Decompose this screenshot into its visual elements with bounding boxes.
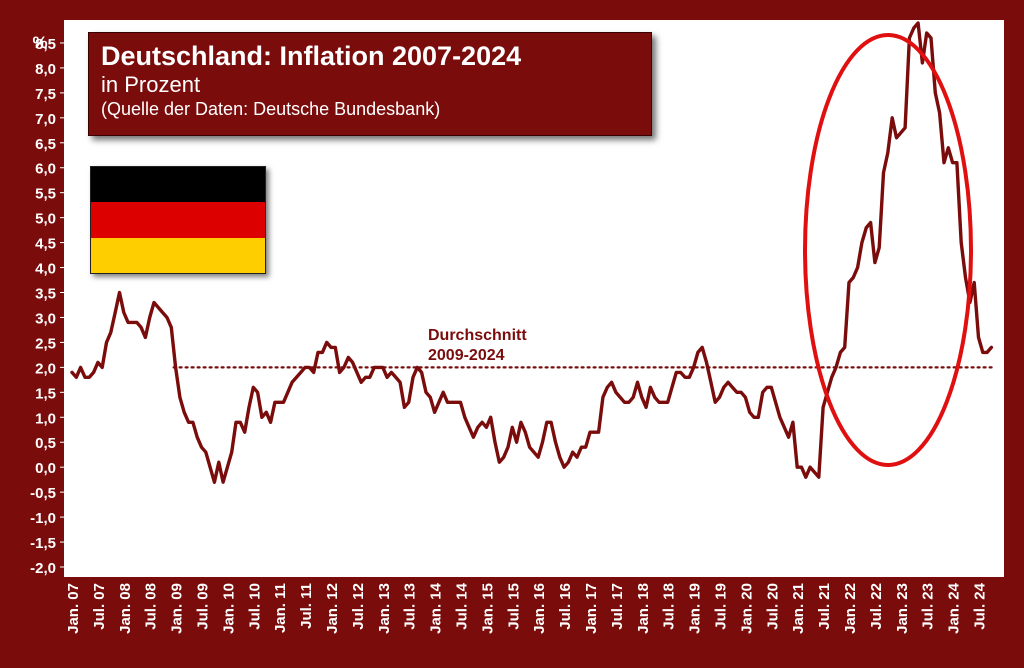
x-tick-label: Jul. 07 [91, 583, 108, 630]
y-tick-label: 8,0 [35, 61, 56, 78]
y-tick-label: 5,5 [35, 186, 56, 203]
x-tick-label: Jul. 15 [505, 583, 522, 630]
x-tick-label: Jul. 18 [661, 583, 678, 630]
chart-source: (Quelle der Daten: Deutsche Bundesbank) [101, 99, 441, 119]
x-tick-label: Jan. 23 [894, 583, 911, 634]
x-tick-label: Jan. 22 [842, 583, 859, 634]
x-tick-label: Jul. 20 [764, 583, 781, 630]
y-tick-label: 4,0 [35, 261, 56, 278]
y-axis-ticks: -2,0 -1,5 -1,0 -0,5 0,0 0,5 1,0 1,5 2,0 2,5 3,0 3,5… [30, 36, 64, 577]
y-axis-unit: % [32, 33, 47, 52]
average-label-line1: Durchschnitt [428, 327, 527, 344]
x-axis-ticks: Jan. 07 Jul. 07 Jan. 08 Jul. 08 Jan. 09 Jul. … [65, 582, 989, 634]
x-tick-label: Jul. 11 [298, 583, 315, 629]
y-tick-label: 5,0 [35, 211, 56, 228]
y-tick-label: -1,0 [30, 510, 56, 527]
x-tick-label: Jul. 10 [246, 583, 263, 630]
flag-stripe-black [91, 167, 265, 203]
x-tick-label: Jul. 09 [195, 583, 212, 630]
y-tick-label: -2,0 [30, 560, 56, 577]
x-tick-label: Jan. 19 [687, 583, 704, 634]
title-box: Deutschland: Inflation 2007-2024 in Proz… [88, 32, 652, 136]
y-tick-label: 3,0 [35, 310, 56, 327]
x-tick-label: Jan. 07 [65, 583, 82, 634]
x-tick-label: Jan. 18 [635, 583, 652, 634]
x-tick-label: Jan. 14 [428, 582, 445, 634]
x-tick-label: Jan. 17 [583, 583, 600, 634]
x-tick-label: Jul. 14 [454, 582, 471, 629]
x-tick-label: Jan. 12 [324, 583, 341, 634]
y-tick-label: 7,5 [35, 86, 56, 103]
x-tick-label: Jan. 16 [531, 583, 548, 634]
x-tick-label: Jul. 16 [557, 583, 574, 630]
y-tick-label: 0,5 [35, 435, 56, 452]
chart-subtitle: in Prozent [101, 72, 201, 97]
flag-stripe-red [91, 202, 265, 238]
y-tick-label: -0,5 [30, 485, 56, 502]
y-tick-label: 1,0 [35, 410, 56, 427]
x-tick-label: Jul. 23 [920, 583, 937, 630]
y-tick-label: -1,5 [30, 535, 56, 552]
y-tick-label: 8,5 [35, 36, 56, 53]
x-tick-label: Jan. 15 [479, 583, 496, 634]
x-tick-label: Jul. 12 [350, 583, 367, 630]
average-label-line2: 2009-2024 [428, 347, 505, 364]
average-label: Durchschnitt 2009-2024 [428, 326, 527, 366]
y-tick-label: 3,5 [35, 286, 56, 303]
x-tick-label: Jan. 21 [790, 583, 807, 634]
y-tick-label: 0,0 [35, 460, 56, 477]
x-tick-label: Jan. 24 [946, 582, 963, 634]
y-tick-label: 6,5 [35, 136, 56, 153]
x-tick-label: Jan. 11 [272, 583, 289, 633]
x-tick-label: Jul. 19 [713, 583, 730, 630]
x-tick-label: Jul. 17 [609, 583, 626, 630]
x-tick-label: Jan. 20 [738, 583, 755, 634]
x-tick-label: Jul. 24 [972, 582, 989, 629]
flag-stripe-gold [91, 237, 265, 273]
y-tick-label: 2,5 [35, 335, 56, 352]
series-line-inflation [70, 21, 994, 484]
x-tick-label: Jan. 09 [169, 583, 186, 634]
x-tick-label: Jul. 22 [868, 583, 885, 630]
x-tick-label: Jul. 13 [402, 583, 419, 630]
x-tick-label: Jan. 08 [117, 583, 134, 634]
x-tick-label: Jan. 10 [220, 583, 237, 634]
chart-title: Deutschland: Inflation 2007-2024 [101, 41, 522, 71]
germany-flag-icon [90, 166, 266, 274]
highlight-ellipse [803, 33, 973, 467]
x-tick-label: Jan. 13 [376, 583, 393, 634]
y-tick-label: 1,5 [35, 385, 56, 402]
y-tick-label: 4,5 [35, 236, 56, 253]
y-tick-label: 2,0 [35, 360, 56, 377]
x-tick-label: Jul. 08 [143, 583, 160, 630]
y-tick-label: 7,0 [35, 111, 56, 128]
x-tick-label: Jul. 21 [816, 583, 833, 630]
y-tick-label: 6,0 [35, 161, 56, 178]
